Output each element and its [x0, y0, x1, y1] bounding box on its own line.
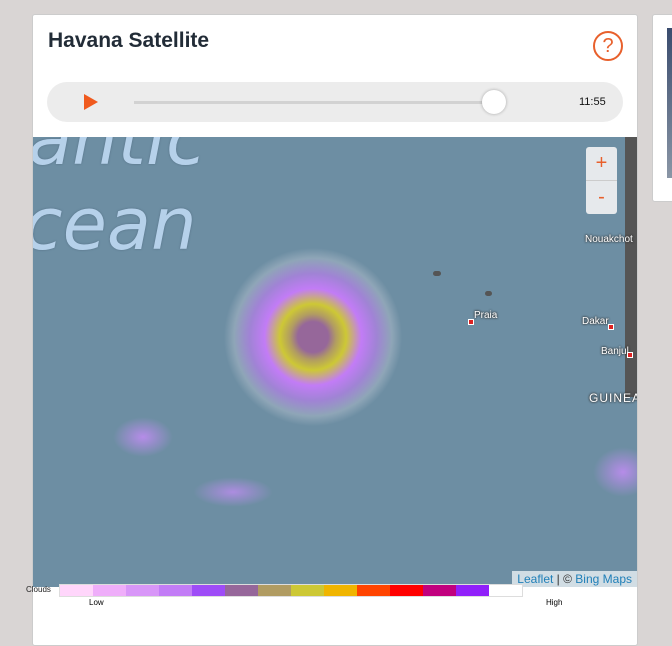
- bing-maps-link[interactable]: Bing Maps: [575, 572, 632, 586]
- animation-player: 11:55: [47, 82, 623, 122]
- legend-swatch: [456, 585, 489, 596]
- legend-swatch: [192, 585, 225, 596]
- play-icon[interactable]: [84, 94, 98, 110]
- zoom-in-button[interactable]: +: [586, 147, 617, 181]
- legend-swatch: [489, 585, 522, 596]
- storm-clouds: [223, 247, 403, 427]
- legend-swatch: [258, 585, 291, 596]
- legend-swatch: [60, 585, 93, 596]
- region-label: GUINEA: [589, 391, 637, 405]
- island: [433, 271, 441, 276]
- legend-swatch: [357, 585, 390, 596]
- city-label: Praia: [474, 310, 498, 321]
- timeline-slider[interactable]: [134, 101, 496, 104]
- ocean-label: antic: [33, 137, 206, 181]
- legend-label: Clouds: [26, 585, 51, 594]
- question-circle-icon[interactable]: ?: [593, 31, 623, 61]
- current-time: 11:55: [579, 96, 606, 108]
- legend-swatch: [423, 585, 456, 596]
- legend-swatch: [159, 585, 192, 596]
- ocean-label: cean: [33, 182, 197, 266]
- legend-swatch: [126, 585, 159, 596]
- city-label: Nouakchot: [585, 234, 633, 245]
- attribution-separator: | ©: [553, 572, 576, 586]
- page-title: Havana Satellite: [48, 29, 210, 52]
- timeline-slider-handle[interactable]: [482, 90, 506, 114]
- legend-swatch: [324, 585, 357, 596]
- satellite-map[interactable]: antic cean Nouakchot Praia Dakar Banjul …: [33, 137, 637, 587]
- side-thumbnail[interactable]: [667, 28, 672, 178]
- legend-swatch: [225, 585, 258, 596]
- cloud-legend: [59, 584, 523, 597]
- leaflet-link[interactable]: Leaflet: [517, 572, 554, 586]
- city-marker: [468, 319, 474, 325]
- cloud-band: [593, 447, 637, 497]
- legend-high-label: High: [546, 598, 563, 607]
- legend-low-label: Low: [89, 598, 104, 607]
- legend-swatch: [93, 585, 126, 596]
- island: [485, 291, 492, 296]
- africa-coast: [625, 137, 637, 397]
- cloud-band: [113, 417, 173, 457]
- map-attribution: Leaflet | © Bing Maps: [512, 571, 637, 587]
- zoom-control: + -: [586, 147, 617, 214]
- legend-swatch: [390, 585, 423, 596]
- city-label: Dakar: [582, 316, 609, 327]
- city-label: Banjul: [601, 346, 629, 357]
- satellite-card: Havana Satellite ? 11:55 antic cean Noua…: [32, 14, 638, 646]
- cloud-band: [193, 477, 273, 507]
- city-marker: [608, 324, 614, 330]
- city-marker: [627, 352, 633, 358]
- zoom-out-button[interactable]: -: [598, 186, 605, 208]
- legend-swatch: [291, 585, 324, 596]
